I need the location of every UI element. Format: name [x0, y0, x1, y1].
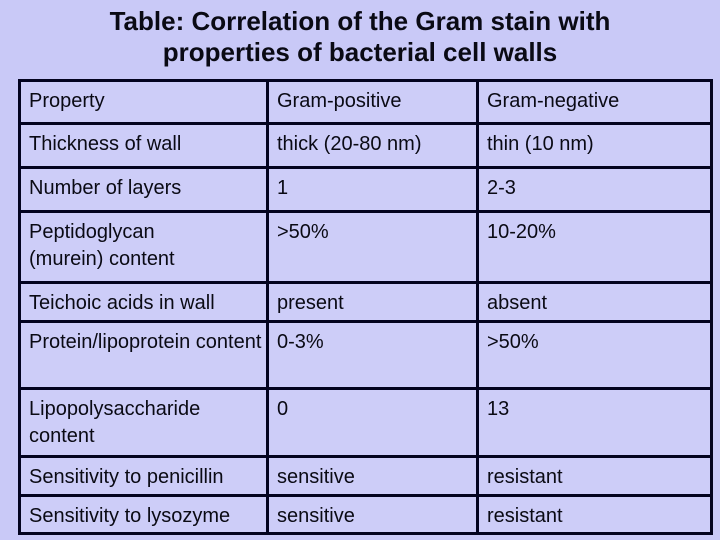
table-row: Teichoic acids in wall present absent — [18, 281, 713, 323]
gram-stain-comparison-table: Property Gram-positive Gram-negative Thi… — [18, 79, 713, 535]
column-header-gram-negative: Gram-negative — [476, 79, 713, 125]
property-cell: Sensitivity to penicillin — [18, 455, 269, 497]
gram-positive-cell: present — [266, 281, 479, 323]
column-header-gram-positive: Gram-positive — [266, 79, 479, 125]
slide-title-line-1: Table: Correlation of the Gram stain wit… — [109, 6, 611, 36]
table-row: Protein/lipoprotein content 0-3% >50% — [18, 320, 713, 390]
gram-negative-cell: resistant — [476, 494, 713, 535]
property-cell: Peptidoglycan (murein) content — [18, 210, 269, 284]
gram-negative-cell: thin (10 nm) — [476, 122, 713, 169]
gram-positive-cell: 0-3% — [266, 320, 479, 390]
gram-positive-cell: 0 — [266, 387, 479, 458]
gram-negative-cell: resistant — [476, 455, 713, 497]
slide-title: Table: Correlation of the Gram stain wit… — [0, 6, 720, 68]
slide-title-line-2: properties of bacterial cell walls — [162, 37, 558, 67]
table-row: Lipopolysaccharide content 0 13 — [18, 387, 713, 458]
gram-negative-cell: 13 — [476, 387, 713, 458]
property-cell: Number of layers — [18, 166, 269, 213]
gram-negative-cell: >50% — [476, 320, 713, 390]
property-cell: Sensitivity to lysozyme — [18, 494, 269, 535]
property-cell: Teichoic acids in wall — [18, 281, 269, 323]
gram-negative-cell: absent — [476, 281, 713, 323]
gram-negative-cell: 2-3 — [476, 166, 713, 213]
gram-positive-cell: sensitive — [266, 494, 479, 535]
table-row: Sensitivity to penicillin sensitive resi… — [18, 455, 713, 497]
table-row: Sensitivity to lysozyme sensitive resist… — [18, 494, 713, 535]
gram-positive-cell: sensitive — [266, 455, 479, 497]
table-row: Peptidoglycan (murein) content >50% 10-2… — [18, 210, 713, 284]
table-row: Number of layers 1 2-3 — [18, 166, 713, 213]
table-row: Thickness of wall thick (20-80 nm) thin … — [18, 122, 713, 169]
gram-negative-cell: 10-20% — [476, 210, 713, 284]
gram-positive-cell: >50% — [266, 210, 479, 284]
property-cell: Thickness of wall — [18, 122, 269, 169]
column-header-property: Property — [18, 79, 269, 125]
property-cell: Lipopolysaccharide content — [18, 387, 269, 458]
gram-positive-cell: thick (20-80 nm) — [266, 122, 479, 169]
table-header-row: Property Gram-positive Gram-negative — [18, 79, 713, 125]
gram-positive-cell: 1 — [266, 166, 479, 213]
property-cell: Protein/lipoprotein content — [18, 320, 269, 390]
